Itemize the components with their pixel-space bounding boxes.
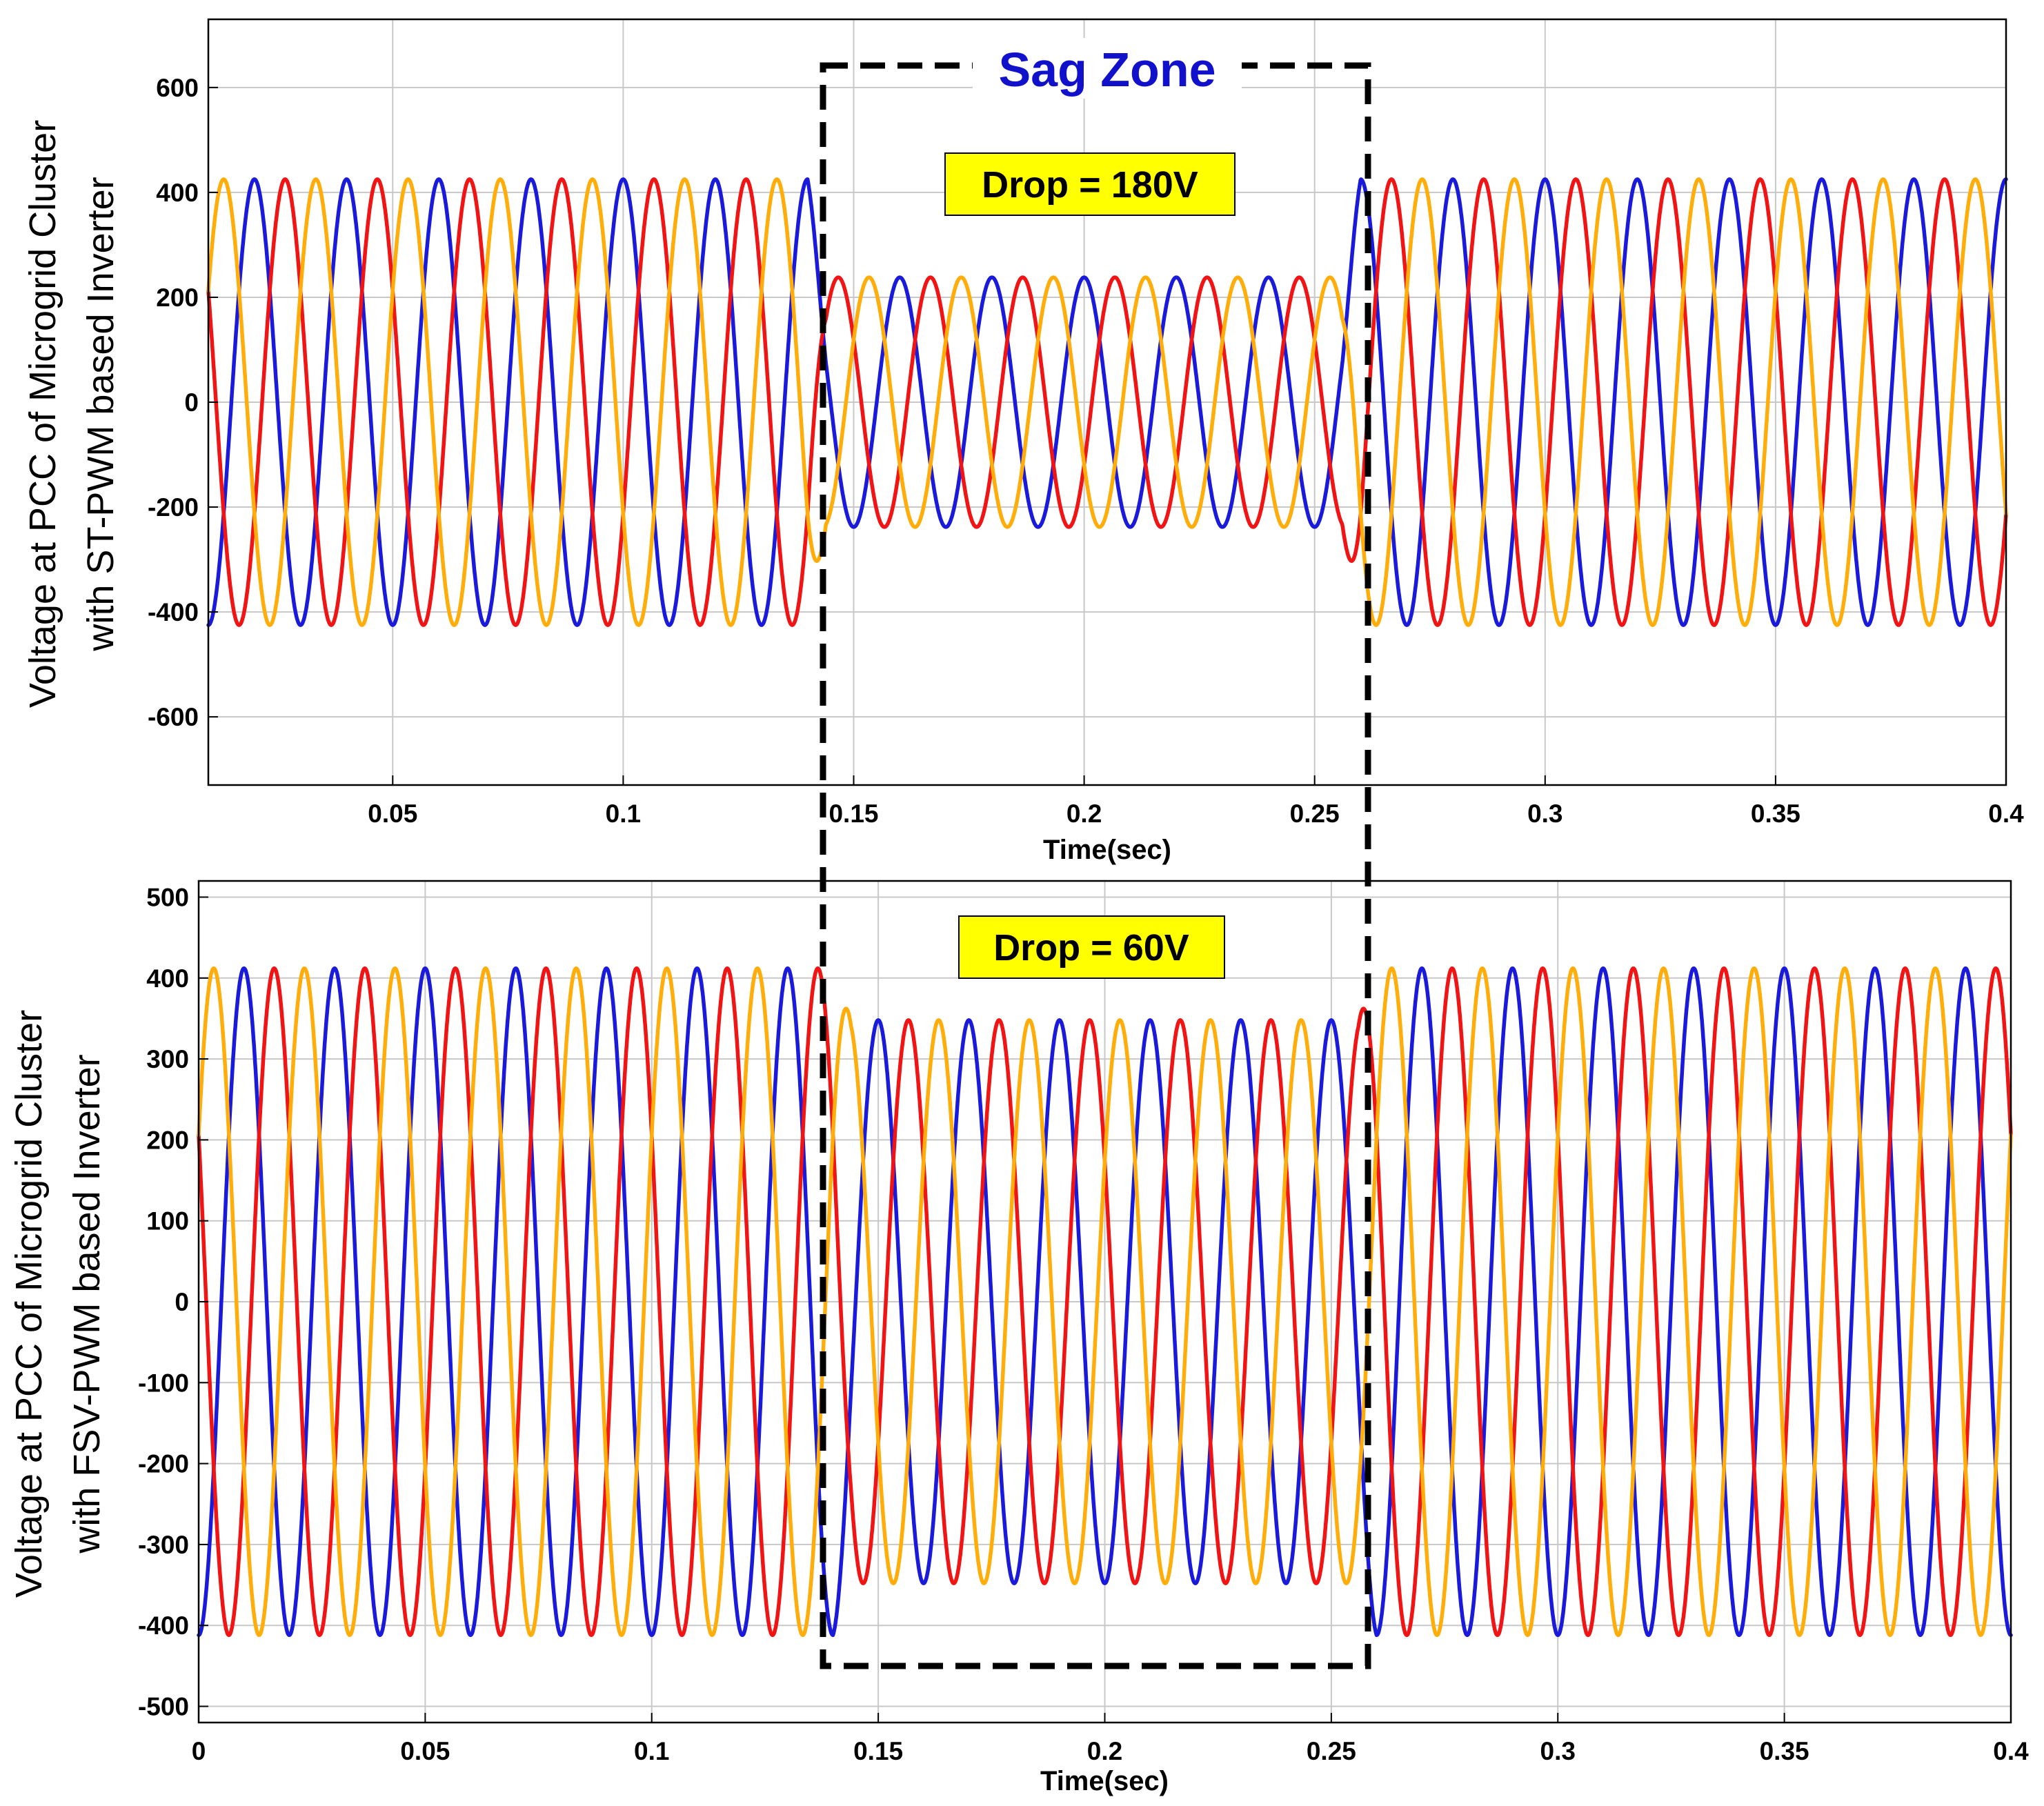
x-ticks-top: 0.05 0.1 0.15 0.2 0.25 0.3 0.35 0.4 (368, 775, 2024, 828)
x-tick-label: 0.4 (1993, 1737, 2029, 1765)
y-axis-label-top-line2: with ST-PWM based Inverter (80, 177, 121, 651)
y-tick-label: 500 (146, 883, 189, 911)
x-tick-label: 0.25 (1290, 800, 1340, 828)
y-tick-label: -600 (148, 703, 199, 731)
x-tick-label: 0.4 (1988, 800, 2024, 828)
y-ticks-bottom: -500 -400 -300 -200 -100 0 100 200 300 400 500 (138, 883, 208, 1721)
y-axis-label-bottom-line2: with FSV-PWM based Inverter (66, 1054, 108, 1554)
chart-top: -600 -400 -200 0 200 400 600 0.05 0.1 0.15 0.2 0.2… (22, 18, 2024, 865)
x-tick-label: 0.05 (400, 1737, 450, 1765)
y-tick-label: -100 (138, 1369, 189, 1397)
grid-bottom (198, 881, 2012, 1723)
x-axis-label-top: Time(sec) (1043, 835, 1171, 865)
x-tick-label: 0 (192, 1737, 206, 1765)
sag-zone-label-bg (973, 38, 1242, 99)
sag-zone: Sag Zone (820, 38, 1371, 1669)
x-tick-label: 0.1 (606, 800, 641, 828)
chart-bottom: -500 -400 -300 -200 -100 0 100 200 300 400 500 0 0.… (8, 880, 2029, 1796)
y-ticks-top: -600 -400 -200 0 200 400 600 (148, 74, 218, 731)
y-tick-label: 0 (175, 1288, 189, 1316)
y-tick-label: 300 (146, 1045, 189, 1073)
x-tick-label: 0.3 (1527, 800, 1562, 828)
y-tick-label: 400 (146, 964, 189, 993)
y-tick-label: -200 (148, 493, 199, 522)
sag-zone-label: Sag Zone (998, 43, 1216, 97)
y-tick-label: 0 (184, 388, 199, 417)
x-tick-label: 0.2 (1066, 800, 1102, 828)
waveforms-top (206, 177, 2008, 627)
annotation-text-bottom: Drop = 60V (993, 927, 1189, 969)
annotation-bottom: Drop = 60V (958, 915, 1225, 979)
series-line-phase-c (206, 177, 2008, 627)
x-ticks-bottom: 0 0.05 0.1 0.15 0.2 0.25 0.3 0.35 0.4 (192, 1713, 2029, 1765)
x-tick-label: 0.25 (1307, 1737, 1356, 1765)
x-tick-label: 0.35 (1760, 1737, 1809, 1765)
x-axis-label-bottom: Time(sec) (1040, 1766, 1169, 1796)
y-tick-label: -400 (148, 598, 199, 626)
y-tick-label: -500 (138, 1693, 189, 1721)
y-axis-label-top-line1: Voltage at PCC of Microgrid Cluster (22, 120, 63, 708)
x-tick-label: 0.1 (634, 1737, 669, 1765)
y-tick-label: -400 (138, 1611, 189, 1640)
x-tick-label: 0.3 (1540, 1737, 1576, 1765)
x-tick-label: 0.2 (1087, 1737, 1122, 1765)
y-axis-label-bottom-line1: Voltage at PCC of Microgrid Cluster (8, 1010, 50, 1598)
x-tick-label: 0.05 (368, 800, 417, 828)
series-line-phase-c (197, 966, 2013, 1638)
series-line-phase-b (206, 177, 2008, 627)
annotation-box-top (944, 152, 1236, 216)
x-tick-label: 0.15 (853, 1737, 903, 1765)
x-tick-label: 0.35 (1751, 800, 1800, 828)
y-tick-label: 400 (156, 179, 199, 207)
y-tick-label: 600 (156, 74, 199, 102)
annotation-text-top: Drop = 180V (982, 164, 1198, 206)
annotation-box-bottom (958, 915, 1225, 979)
waveforms-bottom (197, 966, 2013, 1638)
annotation-top: Drop = 180V (944, 152, 1236, 216)
y-tick-label: -300 (138, 1531, 189, 1559)
y-tick-label: 200 (156, 284, 199, 312)
y-tick-label: -200 (138, 1450, 189, 1478)
series-line-phase-a (206, 177, 2008, 627)
y-tick-label: 100 (146, 1207, 189, 1236)
x-tick-label: 0.15 (828, 800, 878, 828)
y-tick-label: 200 (146, 1126, 189, 1154)
